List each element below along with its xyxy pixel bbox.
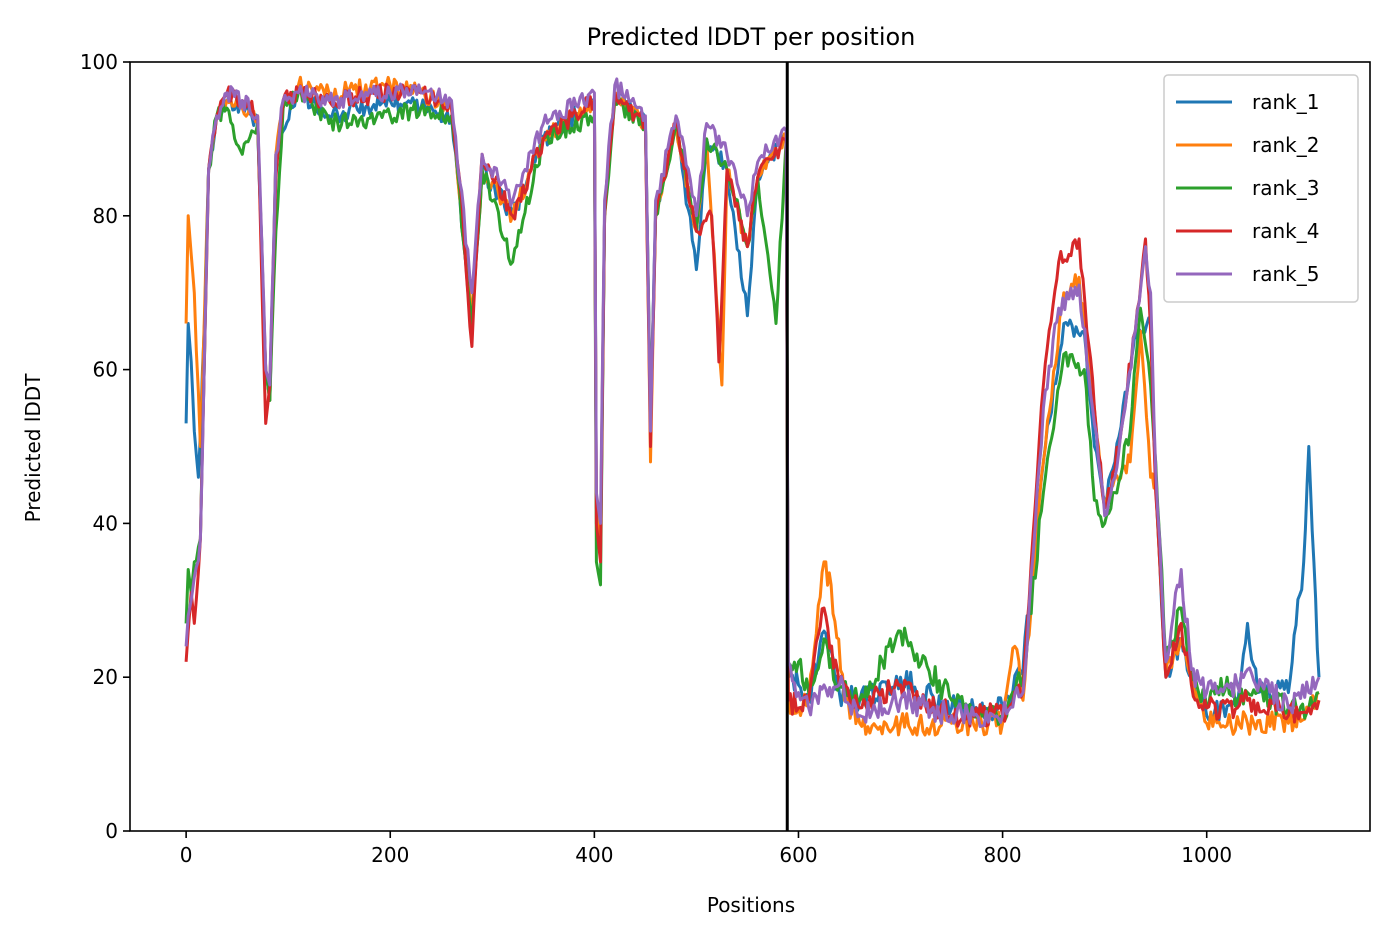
chart-title: Predicted lDDT per position — [587, 23, 916, 51]
y-tick-label: 60 — [93, 358, 118, 382]
legend-label-rank_1: rank_1 — [1252, 90, 1319, 114]
x-tick-label: 600 — [779, 843, 817, 867]
legend-label-rank_3: rank_3 — [1252, 176, 1319, 200]
x-tick-label: 200 — [371, 843, 409, 867]
y-tick-label: 100 — [80, 50, 118, 74]
series-line-rank_5 — [184, 77, 1321, 729]
y-tick-label: 20 — [93, 665, 118, 689]
y-axis-label: Predicted lDDT — [21, 373, 45, 523]
plot-frame — [129, 61, 1371, 832]
legend-label-rank_4: rank_4 — [1252, 219, 1319, 243]
x-tick-label: 1000 — [1181, 843, 1232, 867]
y-tick-label: 0 — [105, 819, 118, 843]
y-tick-label: 80 — [93, 204, 118, 228]
x-tick-label: 400 — [575, 843, 613, 867]
x-tick-label: 0 — [180, 843, 193, 867]
y-tick-label: 40 — [93, 511, 118, 535]
legend-box — [1163, 74, 1359, 303]
legend-label-rank_2: rank_2 — [1252, 133, 1319, 157]
x-tick-label: 800 — [983, 843, 1021, 867]
x-axis-label: Positions — [707, 893, 795, 917]
legend-label-rank_5: rank_5 — [1252, 262, 1319, 286]
legend: rank_1 rank_2 rank_3 rank_4 rank_5 — [1163, 74, 1359, 303]
